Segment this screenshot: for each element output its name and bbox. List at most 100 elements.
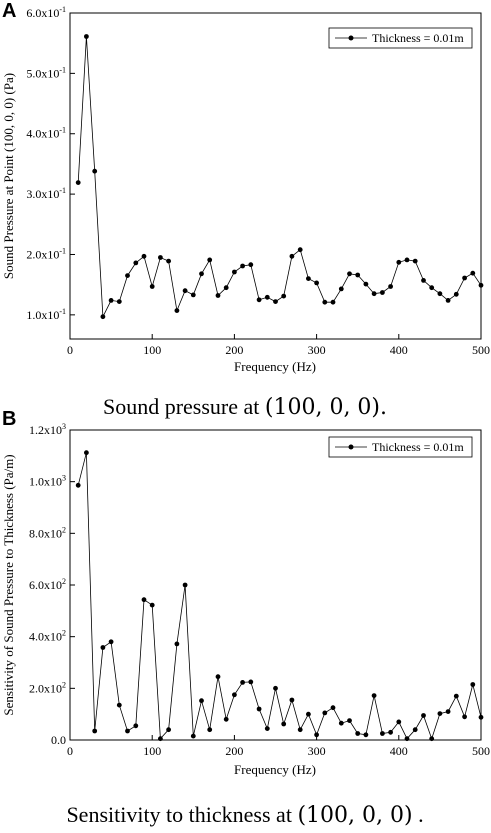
- panel-a-x-axis: 0 100 200 300 400 500: [67, 334, 490, 357]
- panel-b-data-point: [347, 718, 352, 723]
- panel-a-x-tick-label: 300: [308, 343, 326, 357]
- panel-b-y-tick-label: 8.0x102: [29, 525, 66, 540]
- panel-b-data-point: [223, 716, 229, 722]
- panel-b-data-point: [207, 727, 213, 733]
- panel-b-data-point: [174, 641, 180, 647]
- panel-a-x-tick-label: 100: [143, 343, 161, 357]
- panel-b-y-tick-label: 0.0: [51, 733, 66, 747]
- panel-a-data-point: [125, 273, 130, 278]
- panel-b-data-point: [84, 450, 89, 456]
- panel-b-plot-frame: [69, 429, 482, 741]
- panel-b-data-point: [371, 693, 377, 698]
- panel-a-data-point: [281, 293, 287, 299]
- panel-b-data-point: [396, 719, 402, 725]
- panel-a: A 0 100 200 300 400 500 1.0x10-12.0x10-13.0x1…: [1, 0, 490, 420]
- panel-b-data-point: [445, 709, 451, 714]
- panel-a-caption: Sound pressure at (100, 0, 0).: [103, 394, 387, 420]
- panel-b-data-point: [322, 710, 328, 716]
- panel-b-data-point: [429, 736, 435, 742]
- panel-b-x-axis: 0 100 200 300 400 500: [67, 735, 490, 758]
- panel-a-data-point: [92, 168, 98, 174]
- panel-a-y-tick-exponent: -1: [59, 65, 66, 74]
- panel-a-data-point: [223, 285, 229, 291]
- panel-b-y-tick-mantissa: 8.0x10: [29, 526, 62, 540]
- panel-b-data-point: [92, 728, 98, 734]
- panel-b-y-tick-label: 1.2x103: [29, 422, 66, 437]
- panel-b-data-point: [412, 727, 418, 733]
- panel-a-y-tick-exponent: -1: [59, 186, 66, 195]
- panel-a-y-tick-mantissa: 5.0x10: [26, 66, 59, 80]
- panel-a-data-point: [273, 299, 278, 304]
- panel-b-data-point: [166, 727, 172, 733]
- panel-a-data-point: [174, 308, 180, 313]
- panel-a-x-axis-label: Frequency (Hz): [234, 359, 316, 374]
- panel-b-x-axis-label: Frequency (Hz): [234, 762, 316, 777]
- panel-b-data-point: [363, 732, 369, 738]
- panel-b-y-tick-mantissa: 4.0x10: [29, 630, 62, 644]
- panel-b-y-tick-label: 1.0x103: [29, 474, 66, 489]
- panel-a-y-tick-label: 6.0x10-1: [26, 5, 66, 20]
- panel-a-data-point: [256, 297, 262, 303]
- panel-b-caption-suffix: .: [413, 802, 424, 827]
- panel-b-x-tick-label: 300: [308, 744, 326, 758]
- panel-b-data-point: [421, 713, 426, 718]
- panel-a-data-point: [338, 286, 344, 292]
- panel-a-y-tick-mantissa: 3.0x10: [26, 187, 59, 201]
- panel-b-legend-box: [328, 436, 473, 458]
- panel-b-data-point: [149, 602, 155, 608]
- panel-a-data-point: [330, 299, 336, 305]
- panel-b-y-axis: 0.02.0x1024.0x1026.0x1028.0x1021.0x1031.…: [29, 422, 75, 747]
- panel-a-data-point: [470, 270, 476, 276]
- panel-b-data-point: [264, 726, 270, 731]
- panel-b-y-tick-mantissa: 6.0x10: [29, 578, 62, 592]
- panel-a-data-point: [355, 272, 361, 278]
- panel-b-y-tick-exponent: 2: [62, 629, 66, 638]
- panel-b-caption-math: (100, 0, 0): [297, 803, 412, 828]
- panel-a-data-point: [232, 269, 237, 275]
- panel-b-x-tick-label: 400: [390, 744, 408, 758]
- panel-b-data-point: [232, 692, 237, 698]
- panel-a-data-point: [149, 284, 155, 289]
- panel-b: B 0 100 200 300 400 500 0.02.0x1024.0x1026.0x…: [1, 408, 490, 828]
- panel-b-data-point: [190, 733, 196, 739]
- panel-a-data-point: [363, 281, 369, 287]
- panel-a-data-point: [371, 291, 377, 297]
- panel-b-y-tick-exponent: 2: [62, 577, 66, 586]
- panel-b-data-point: [404, 736, 410, 742]
- panel-a-letter: A: [2, 0, 16, 22]
- panel-b-data-point: [478, 714, 484, 720]
- panel-b-x-tick-label: 500: [472, 744, 490, 758]
- panel-a-y-tick-exponent: -1: [59, 246, 66, 255]
- panel-a-data-point: [248, 262, 254, 268]
- panel-b-data-point: [453, 693, 459, 699]
- panel-b-data-point: [256, 706, 262, 712]
- panel-a-y-tick-mantissa: 1.0x10: [26, 308, 59, 322]
- panel-b-data-point: [437, 711, 443, 716]
- panel-a-data-point: [380, 290, 385, 295]
- panel-b-data-point: [355, 731, 361, 736]
- panel-b-data-point: [306, 711, 311, 717]
- panel-a-data-point: [108, 298, 114, 303]
- panel-b-data-point: [462, 714, 467, 720]
- panel-b-y-tick-exponent: 3: [62, 422, 66, 431]
- panel-a-y-tick-mantissa: 6.0x10: [26, 6, 59, 20]
- panel-a-data-point: [289, 253, 295, 259]
- panel-a-x-tick-label: 0: [67, 343, 73, 357]
- panel-a-caption-math: (100, 0, 0).: [265, 395, 387, 420]
- panel-b-y-tick-mantissa: 1.2x10: [29, 423, 62, 437]
- panel-b-data-point: [314, 732, 319, 738]
- panel-a-data-point: [264, 294, 270, 300]
- panel-a-data-point: [133, 260, 139, 266]
- panel-a-y-tick-label: 3.0x10-1: [26, 186, 66, 201]
- panel-a-data-point: [297, 247, 303, 253]
- panel-b-data-point: [116, 702, 122, 708]
- panel-b-data-point: [297, 727, 303, 733]
- panel-b-y-tick-label: 2.0x102: [29, 680, 66, 695]
- panel-b-data-point: [182, 582, 188, 588]
- panel-a-data-point: [158, 255, 163, 260]
- panel-a-data-point: [182, 288, 188, 294]
- panel-b-data-point: [380, 731, 385, 736]
- panel-b-data-point: [158, 736, 163, 742]
- panel-a-data-point: [166, 258, 172, 264]
